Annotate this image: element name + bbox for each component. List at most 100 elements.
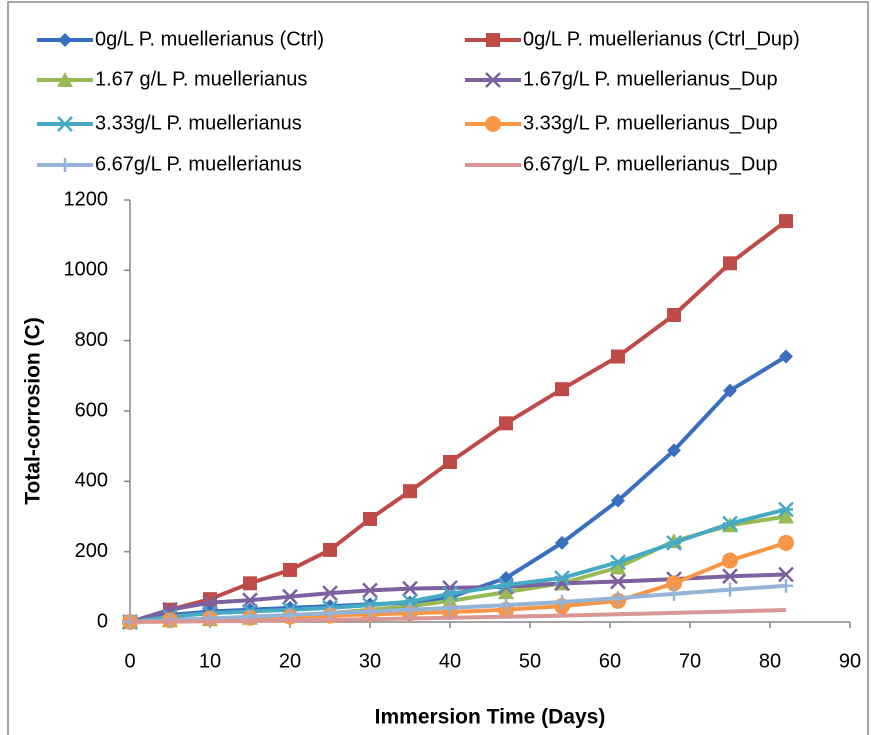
x-tick-label: 70 — [679, 650, 701, 672]
marker — [442, 592, 458, 608]
marker — [403, 484, 417, 499]
marker — [723, 582, 737, 597]
legend-item: 1.67g/L P. muellerianus_Dup — [465, 68, 778, 90]
marker — [555, 382, 569, 397]
marker — [611, 493, 625, 508]
marker — [666, 575, 682, 592]
marker — [666, 534, 682, 551]
marker — [57, 116, 73, 132]
legend-label: 6.67g/L P. muellerianus — [95, 153, 302, 175]
legend-label: 0g/L P. muellerianus (Ctrl) — [95, 28, 324, 50]
marker — [611, 591, 625, 606]
x-tick-label: 80 — [759, 650, 781, 672]
marker — [667, 443, 681, 458]
legend-label: 1.67 g/L P. muellerianus — [95, 68, 307, 90]
legend-item: 6.67g/L P. muellerianus — [37, 153, 302, 175]
legend-label: 0g/L P. muellerianus (Ctrl_Dup) — [523, 28, 800, 50]
marker — [443, 454, 457, 469]
series-line — [129, 507, 787, 624]
marker — [283, 562, 297, 577]
marker — [363, 511, 377, 526]
marker — [242, 592, 258, 609]
marker — [363, 604, 377, 619]
marker — [499, 416, 513, 431]
marker — [243, 576, 257, 591]
marker — [555, 535, 569, 550]
chart-frame — [7, 1, 869, 735]
marker — [667, 307, 681, 322]
marker — [610, 559, 626, 575]
y-tick-label: 1200 — [64, 188, 109, 210]
marker — [485, 72, 501, 88]
marker — [485, 116, 501, 132]
x-tick-label: 0 — [124, 650, 135, 672]
y-axis-title: Total-corrosion (C) — [22, 317, 45, 504]
marker — [58, 158, 72, 172]
marker — [778, 508, 794, 524]
marker — [58, 33, 72, 47]
marker — [723, 383, 737, 398]
marker — [443, 600, 457, 615]
marker — [778, 566, 794, 583]
x-tick-label: 60 — [599, 650, 621, 672]
marker — [722, 515, 738, 532]
marker — [498, 584, 514, 600]
marker — [403, 602, 417, 617]
marker — [610, 573, 626, 590]
x-tick-label: 20 — [279, 650, 301, 672]
legend-item: 0g/L P. muellerianus (Ctrl_Dup) — [465, 28, 800, 50]
marker — [779, 349, 793, 364]
y-tick-label: 0 — [97, 610, 108, 632]
marker — [723, 256, 737, 271]
x-axis-title: Immersion Time (Days) — [375, 706, 606, 729]
marker — [282, 588, 298, 605]
series-line — [129, 354, 788, 624]
marker — [779, 214, 793, 229]
legend-item: 0g/L P. muellerianus (Ctrl) — [37, 28, 324, 50]
x-tick-label: 50 — [519, 650, 541, 672]
x-tick-label: 10 — [199, 650, 221, 672]
series — [129, 608, 787, 624]
marker — [778, 534, 794, 551]
legend-label: 3.33g/L P. muellerianus_Dup — [523, 112, 778, 134]
marker — [722, 568, 738, 585]
marker — [362, 582, 378, 599]
marker — [486, 33, 500, 47]
marker — [498, 577, 514, 593]
marker — [779, 578, 793, 593]
marker — [57, 72, 73, 87]
legend-label: 3.33g/L P. muellerianus — [95, 112, 302, 134]
x-tick-label: 30 — [359, 650, 381, 672]
marker — [667, 586, 681, 601]
legend-label: 6.67g/L P. muellerianus_Dup — [523, 153, 778, 175]
y-tick-label: 400 — [75, 470, 108, 492]
series — [123, 214, 793, 629]
marker — [323, 606, 337, 621]
x-tick-label: 90 — [839, 650, 861, 672]
legend-item: 3.33g/L P. muellerianus — [37, 112, 302, 134]
y-tick-label: 600 — [75, 399, 108, 421]
marker — [499, 598, 513, 613]
y-tick-label: 1000 — [64, 259, 109, 281]
marker — [554, 570, 570, 586]
legend-item: 3.33g/L P. muellerianus_Dup — [465, 112, 778, 134]
series-line — [129, 608, 787, 624]
legend-item: 1.67 g/L P. muellerianus — [37, 68, 307, 90]
x-tick-label: 40 — [439, 650, 461, 672]
marker — [442, 585, 458, 602]
marker — [402, 593, 418, 610]
marker — [611, 349, 625, 364]
marker — [322, 585, 338, 602]
marker — [778, 501, 794, 518]
marker — [722, 552, 738, 569]
y-tick-label: 800 — [75, 329, 108, 351]
marker — [402, 580, 418, 597]
legend-label: 1.67g/L P. muellerianus_Dup — [523, 68, 778, 90]
legend-item: 6.67g/L P. muellerianus_Dup — [465, 153, 778, 175]
marker — [555, 594, 569, 609]
series-line — [129, 219, 788, 624]
marker — [610, 554, 626, 571]
marker — [323, 542, 337, 557]
series — [123, 578, 793, 629]
